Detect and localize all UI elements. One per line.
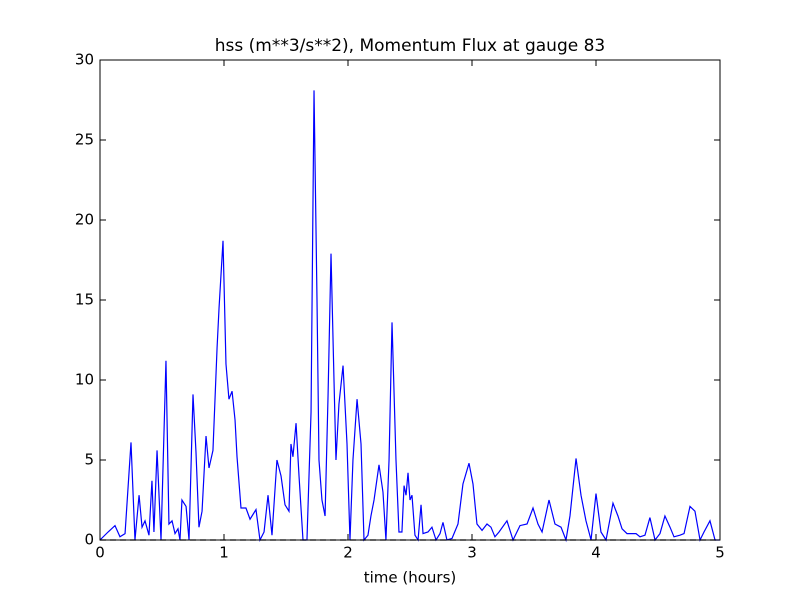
y-tick-label: 15 [75, 291, 94, 309]
x-tick-label: 4 [591, 544, 601, 562]
x-tick-label: 2 [343, 544, 353, 562]
x-axis-label: time (hours) [364, 569, 457, 587]
data-line [99, 90, 720, 543]
y-tick-label: 20 [75, 211, 94, 229]
x-tick-label: 5 [715, 544, 725, 562]
y-tick-label: 25 [75, 131, 94, 149]
x-tick-label: 3 [467, 544, 477, 562]
chart-title: hss (m**3/s**2), Momentum Flux at gauge … [215, 36, 606, 56]
y-tick-label: 0 [84, 531, 94, 549]
y-tick-label: 30 [75, 51, 94, 69]
x-tick-label: 0 [95, 544, 105, 562]
y-tick-label: 5 [84, 451, 94, 469]
x-tick-label: 1 [219, 544, 229, 562]
y-tick-label: 10 [75, 371, 94, 389]
